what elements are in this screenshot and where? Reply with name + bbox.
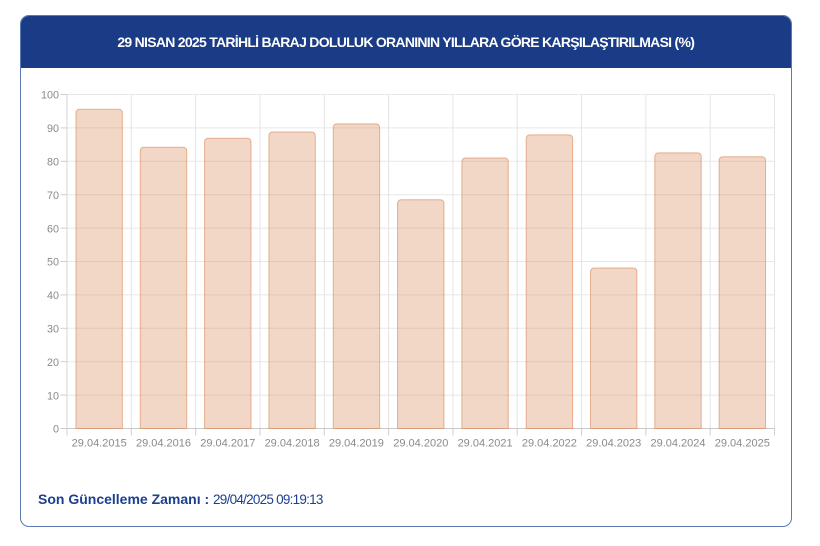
svg-text:29.04.2020: 29.04.2020 [393,438,448,450]
svg-text:29.04.2016: 29.04.2016 [136,438,191,450]
svg-text:29.04.2017: 29.04.2017 [200,438,255,450]
svg-text:10: 10 [47,390,59,402]
svg-text:29.04.2015: 29.04.2015 [72,438,127,450]
svg-text:29.04.2023: 29.04.2023 [586,438,641,450]
svg-text:29.04.2024: 29.04.2024 [650,438,705,450]
svg-text:30: 30 [47,324,59,336]
svg-text:29.04.2018: 29.04.2018 [265,438,320,450]
svg-text:29.04.2022: 29.04.2022 [522,438,577,450]
svg-text:90: 90 [47,123,59,135]
svg-text:60: 60 [47,223,59,235]
svg-text:100: 100 [41,90,59,102]
svg-text:0: 0 [53,424,59,436]
svg-text:29.04.2019: 29.04.2019 [329,438,384,450]
svg-text:20: 20 [47,357,59,369]
svg-text:40: 40 [47,290,59,302]
svg-text:80: 80 [47,157,59,169]
svg-text:50: 50 [47,257,59,269]
svg-text:70: 70 [47,190,59,202]
svg-text:29.04.2021: 29.04.2021 [458,438,513,450]
svg-text:29.04.2025: 29.04.2025 [715,438,770,450]
